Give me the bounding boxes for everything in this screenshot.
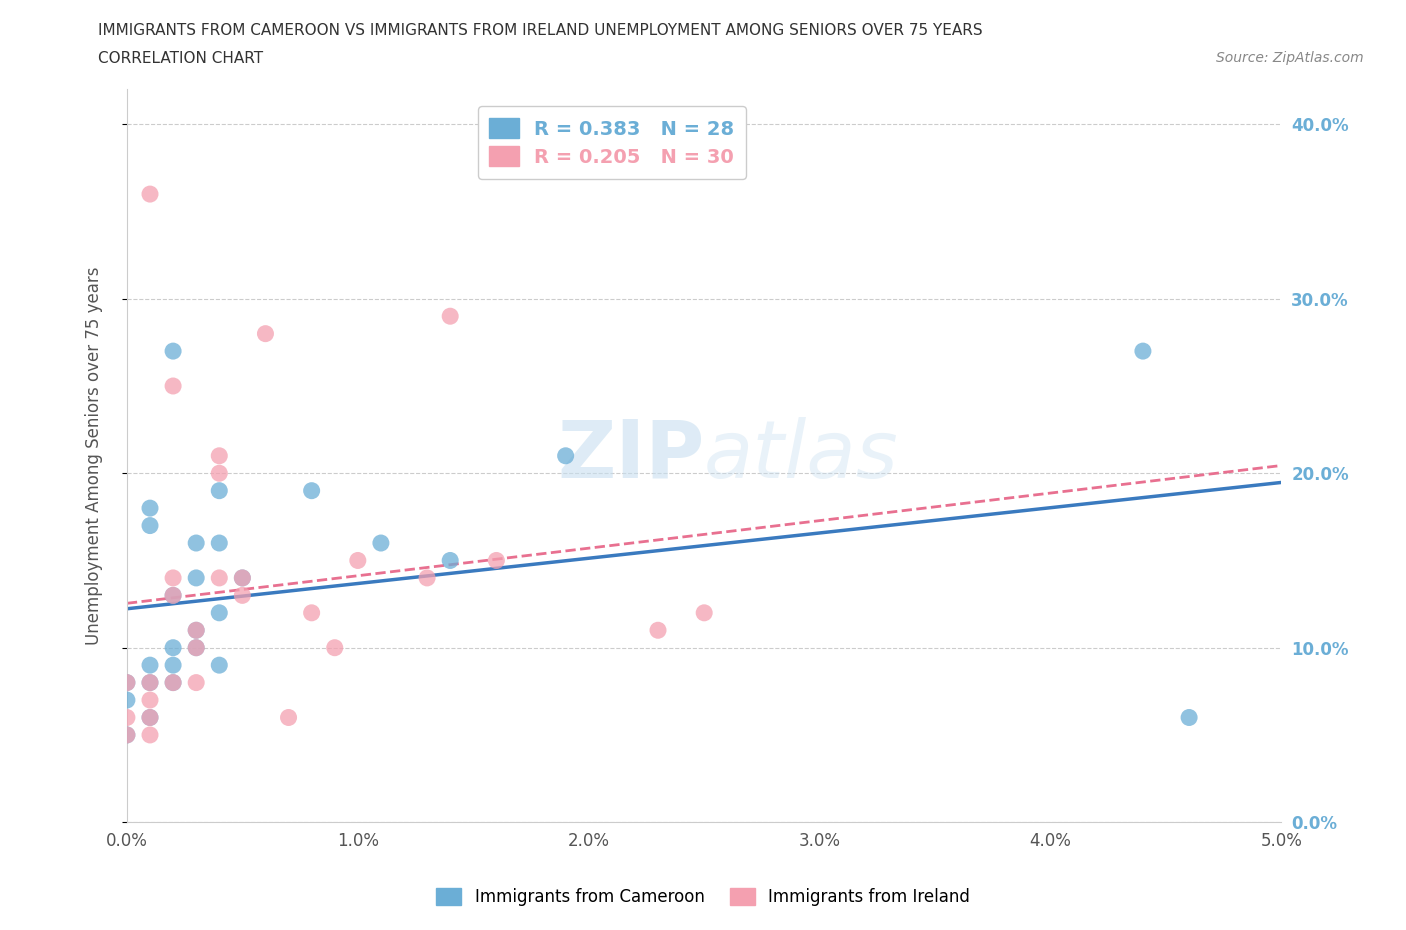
Text: CORRELATION CHART: CORRELATION CHART bbox=[98, 51, 263, 66]
Point bbox=[693, 605, 716, 620]
Point bbox=[115, 727, 138, 742]
Point bbox=[162, 588, 184, 603]
Point bbox=[208, 536, 231, 551]
Text: atlas: atlas bbox=[704, 417, 898, 495]
Point bbox=[208, 658, 231, 672]
Text: IMMIGRANTS FROM CAMEROON VS IMMIGRANTS FROM IRELAND UNEMPLOYMENT AMONG SENIORS O: IMMIGRANTS FROM CAMEROON VS IMMIGRANTS F… bbox=[98, 23, 983, 38]
Point bbox=[208, 484, 231, 498]
Point bbox=[1178, 711, 1201, 725]
Text: Source: ZipAtlas.com: Source: ZipAtlas.com bbox=[1216, 51, 1364, 65]
Point bbox=[162, 675, 184, 690]
Point bbox=[647, 623, 669, 638]
Point bbox=[186, 536, 208, 551]
Point bbox=[139, 187, 162, 202]
Point bbox=[115, 675, 138, 690]
Point bbox=[115, 711, 138, 725]
Point bbox=[115, 675, 138, 690]
Point bbox=[416, 570, 439, 585]
Point bbox=[1132, 344, 1154, 359]
Point bbox=[186, 675, 208, 690]
Point bbox=[115, 693, 138, 708]
Point bbox=[162, 640, 184, 655]
Point bbox=[162, 379, 184, 393]
Point bbox=[439, 553, 461, 568]
Point bbox=[301, 484, 323, 498]
Point bbox=[231, 570, 253, 585]
Point bbox=[139, 711, 162, 725]
Legend: R = 0.383   N = 28, R = 0.205   N = 30: R = 0.383 N = 28, R = 0.205 N = 30 bbox=[478, 106, 747, 179]
Point bbox=[323, 640, 346, 655]
Point bbox=[208, 448, 231, 463]
Point bbox=[139, 675, 162, 690]
Point bbox=[139, 675, 162, 690]
Point bbox=[301, 605, 323, 620]
Legend: Immigrants from Cameroon, Immigrants from Ireland: Immigrants from Cameroon, Immigrants fro… bbox=[430, 881, 976, 912]
Point bbox=[439, 309, 461, 324]
Point bbox=[186, 640, 208, 655]
Point bbox=[346, 553, 368, 568]
Point bbox=[139, 693, 162, 708]
Point bbox=[186, 640, 208, 655]
Point bbox=[139, 518, 162, 533]
Point bbox=[186, 623, 208, 638]
Point bbox=[254, 326, 277, 341]
Point bbox=[208, 570, 231, 585]
Point bbox=[186, 623, 208, 638]
Point bbox=[485, 553, 508, 568]
Point bbox=[139, 727, 162, 742]
Point bbox=[139, 711, 162, 725]
Point bbox=[139, 658, 162, 672]
Point bbox=[186, 570, 208, 585]
Point bbox=[208, 466, 231, 481]
Point bbox=[115, 727, 138, 742]
Point bbox=[277, 711, 299, 725]
Point bbox=[139, 500, 162, 515]
Point bbox=[231, 588, 253, 603]
Y-axis label: Unemployment Among Seniors over 75 years: Unemployment Among Seniors over 75 years bbox=[86, 267, 103, 645]
Point bbox=[208, 605, 231, 620]
Point bbox=[162, 658, 184, 672]
Point bbox=[231, 570, 253, 585]
Point bbox=[162, 570, 184, 585]
Point bbox=[370, 536, 392, 551]
Point bbox=[162, 675, 184, 690]
Point bbox=[162, 588, 184, 603]
Point bbox=[554, 448, 576, 463]
Text: ZIP: ZIP bbox=[557, 417, 704, 495]
Point bbox=[162, 344, 184, 359]
